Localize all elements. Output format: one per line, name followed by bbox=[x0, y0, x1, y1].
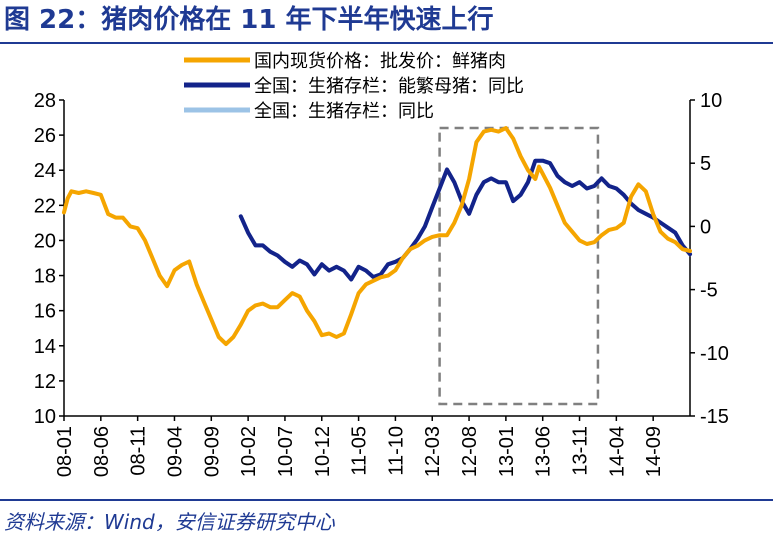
x-tick-label: 09-04 bbox=[164, 426, 186, 477]
legend-label-3: 全国：生猪存栏：同比 bbox=[254, 101, 434, 122]
title-underline bbox=[0, 42, 773, 44]
x-tick-label: 14-09 bbox=[643, 426, 665, 477]
x-tick-label: 11-05 bbox=[349, 426, 371, 476]
x-tick-label: 10-12 bbox=[312, 426, 334, 477]
right-tick-label: -5 bbox=[700, 280, 718, 302]
x-tick-label: 09-09 bbox=[201, 426, 223, 477]
legend-label-1: 国内现货价格：批发价：鲜猪肉 bbox=[254, 51, 506, 72]
left-tick-label: 12 bbox=[34, 371, 56, 393]
left-tick-label: 26 bbox=[34, 125, 56, 147]
legend-label-2: 全国：生猪存栏：能繁母猪：同比 bbox=[254, 76, 524, 97]
series-line-1 bbox=[62, 126, 692, 346]
left-tick-label: 24 bbox=[34, 160, 56, 182]
x-tick-label: 13-11 bbox=[570, 426, 592, 476]
highlight-box-group bbox=[438, 126, 600, 406]
x-tick-label: 10-02 bbox=[238, 426, 260, 477]
right-tick-label: 10 bbox=[700, 90, 722, 112]
x-tick-label: 10-07 bbox=[275, 426, 297, 477]
right-tick-label: -10 bbox=[700, 343, 729, 365]
left-tick-label: 14 bbox=[34, 336, 56, 358]
x-tick-label: 08-01 bbox=[54, 426, 76, 477]
left-tick-label: 22 bbox=[34, 195, 56, 217]
series-line-2 bbox=[238, 158, 692, 282]
x-tick-label: 08-06 bbox=[91, 426, 113, 477]
x-tick-label: 14-04 bbox=[606, 426, 628, 477]
x-tick-label: 13-01 bbox=[496, 426, 518, 477]
x-tick-label: 11-10 bbox=[385, 426, 407, 476]
highlight-dashed-box bbox=[438, 126, 600, 406]
left-tick-label: 16 bbox=[34, 301, 56, 323]
source-note: 资料来源：Wind，安信证券研究中心 bbox=[4, 510, 335, 534]
left-tick-label: 28 bbox=[34, 90, 56, 112]
x-tick-label: 13-06 bbox=[533, 426, 555, 477]
right-tick-label: 5 bbox=[700, 153, 711, 175]
right-tick-label: -15 bbox=[700, 406, 729, 428]
right-tick-label: 0 bbox=[700, 216, 711, 238]
left-tick-label: 18 bbox=[34, 266, 56, 288]
x-tick-label: 12-03 bbox=[422, 426, 444, 477]
source-rule bbox=[0, 499, 773, 501]
figure-title: 图 22：猪肉价格在 11 年下半年快速上行 bbox=[4, 5, 494, 35]
left-tick-label: 10 bbox=[34, 406, 56, 428]
series-lines bbox=[62, 126, 692, 346]
x-tick-label: 08-11 bbox=[128, 426, 150, 476]
x-tick-label: 12-08 bbox=[459, 426, 481, 477]
left-tick-label: 20 bbox=[34, 230, 56, 252]
